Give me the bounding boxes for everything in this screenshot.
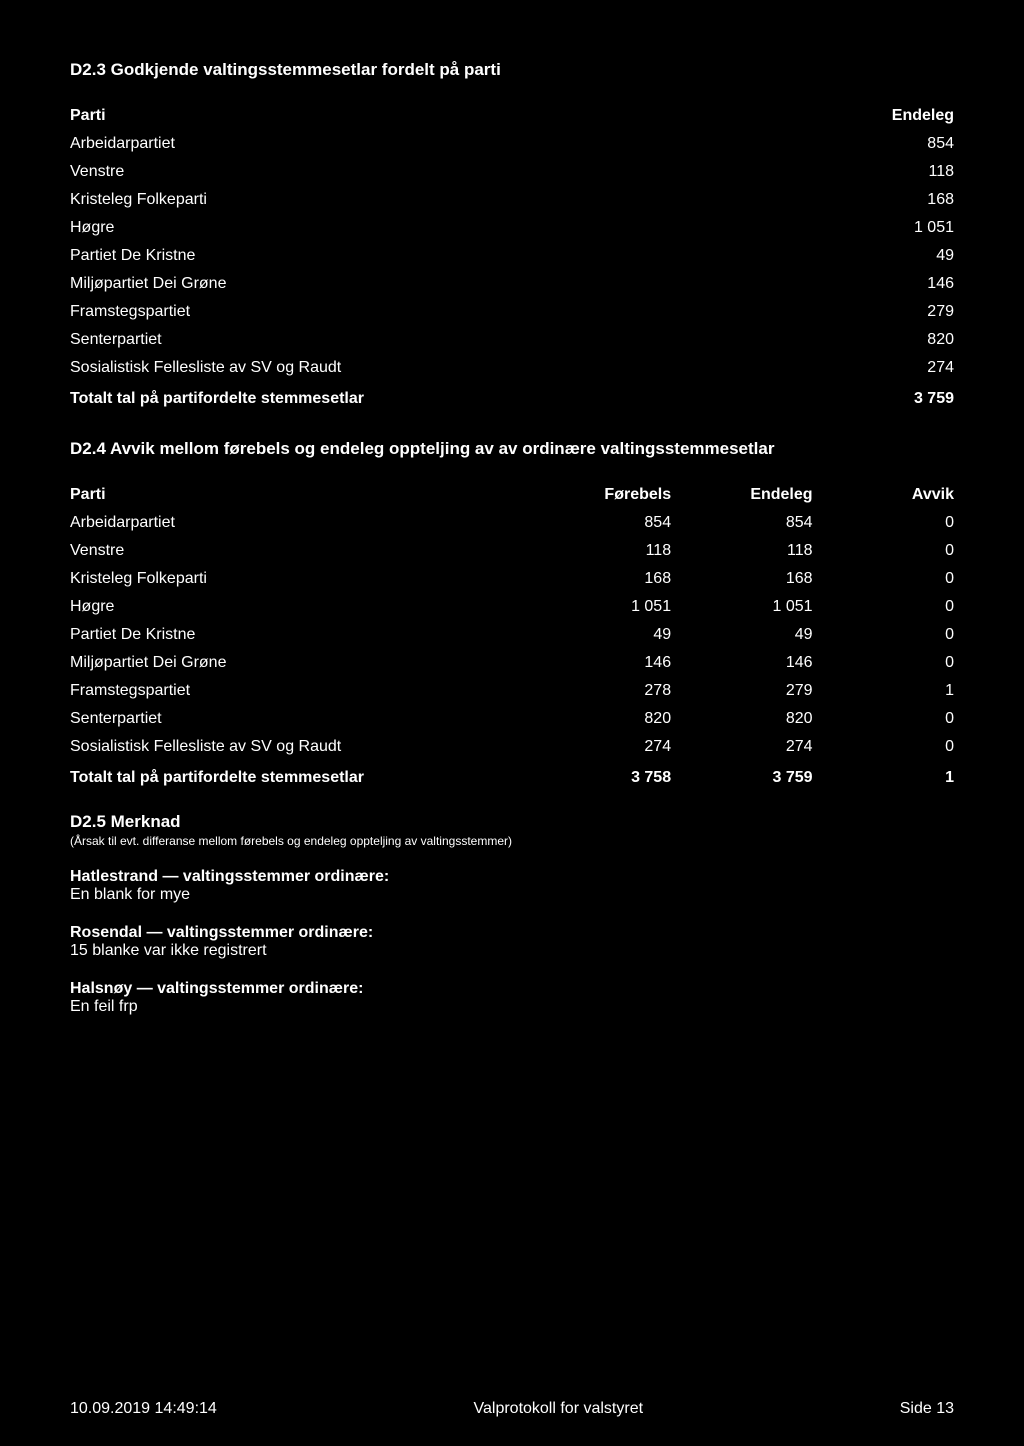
table-total: Totalt tal på partifordelte stemmesetlar… [70,382,954,413]
col-avvik: Avvik [813,481,954,509]
remark-item: Rosendal — valtingsstemmer ordinære: 15 … [70,924,954,960]
table-row: Arbeidarpartiet854 [70,130,954,158]
col-endeleg: Endeleg [671,481,812,509]
table-row: Framstegspartiet2782791 [70,677,954,705]
section-d25-title: D2.5 Merknad [70,812,954,832]
footer-page: Side 13 [900,1400,954,1418]
section-d23-title: D2.3 Godkjende valtingsstemmesetlar ford… [70,60,954,80]
table-row: Miljøpartiet Dei Grøne146 [70,270,954,298]
section-d24-title: D2.4 Avvik mellom førebels og endeleg op… [70,439,954,459]
table-row: Partiet De Kristne49490 [70,621,954,649]
table-row: Høgre1 051 [70,214,954,242]
footer-title: Valprotokoll for valstyret [474,1400,644,1418]
table-row: Venstre118 [70,158,954,186]
table-row: Kristeleg Folkeparti168 [70,186,954,214]
table-row: Partiet De Kristne49 [70,242,954,270]
table-row: Sosialistisk Fellesliste av SV og Raudt2… [70,354,954,382]
table-row: Senterpartiet820 [70,326,954,354]
col-parti: Parti [70,102,689,130]
table-row: Sosialistisk Fellesliste av SV og Raudt2… [70,733,954,761]
table-total: Totalt tal på partifordelte stemmesetlar… [70,761,954,792]
footer-timestamp: 10.09.2019 14:49:14 [70,1400,217,1418]
table-row: Høgre1 0511 0510 [70,593,954,621]
col-forebels: Førebels [530,481,671,509]
table-d24: Parti Førebels Endeleg Avvik Arbeidarpar… [70,481,954,792]
table-row: Senterpartiet8208200 [70,705,954,733]
page-footer: 10.09.2019 14:49:14 Valprotokoll for val… [70,1400,954,1418]
remark-item: Halsnøy — valtingsstemmer ordinære: En f… [70,980,954,1016]
remark-item: Hatlestrand — valtingsstemmer ordinære: … [70,868,954,904]
table-row: Venstre1181180 [70,537,954,565]
table-row: Miljøpartiet Dei Grøne1461460 [70,649,954,677]
col-endeleg: Endeleg [689,102,954,130]
col-parti: Parti [70,481,530,509]
table-d23: Parti Endeleg Arbeidarpartiet854 Venstre… [70,102,954,413]
table-row: Arbeidarpartiet8548540 [70,509,954,537]
table-row: Kristeleg Folkeparti1681680 [70,565,954,593]
table-row: Framstegspartiet279 [70,298,954,326]
section-d25-note: (Årsak til evt. differanse mellom førebe… [70,834,954,848]
